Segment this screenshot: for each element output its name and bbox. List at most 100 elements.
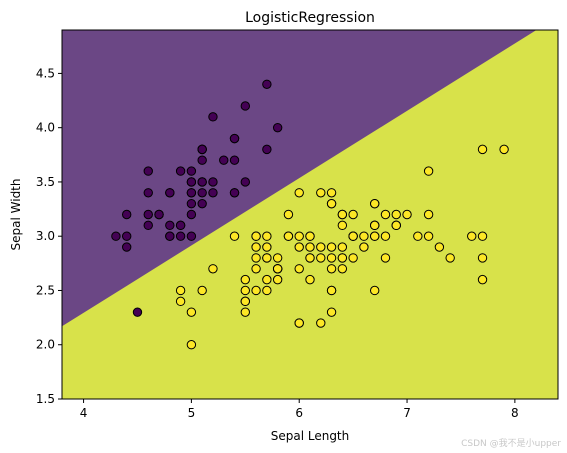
data-point-class-0 xyxy=(143,209,153,220)
data-point-class-1 xyxy=(316,318,326,328)
y-tick-label: 4.5 xyxy=(36,66,55,80)
data-point-class-0 xyxy=(121,231,132,241)
data-point-class-1 xyxy=(294,318,304,328)
data-point-class-0 xyxy=(197,198,207,209)
data-point-class-1 xyxy=(391,209,401,220)
data-point-class-1 xyxy=(294,242,304,252)
data-point-class-1 xyxy=(272,253,283,263)
data-point-class-0 xyxy=(208,112,218,122)
data-point-class-1 xyxy=(359,231,369,241)
data-point-class-1 xyxy=(369,285,380,296)
data-point-class-0 xyxy=(197,188,207,198)
watermark-text: CSDN @我不是小upper xyxy=(461,439,561,449)
data-point-class-0 xyxy=(186,198,197,209)
data-point-class-0 xyxy=(186,177,197,187)
data-point-class-1 xyxy=(283,231,294,241)
data-point-class-1 xyxy=(359,242,369,252)
data-point-class-1 xyxy=(229,231,240,241)
data-point-class-0 xyxy=(143,188,153,198)
data-point-class-1 xyxy=(326,253,337,263)
data-point-class-1 xyxy=(240,307,251,317)
axes-frame xyxy=(61,29,559,400)
data-point-class-1 xyxy=(262,231,272,241)
data-point-class-1 xyxy=(305,242,315,252)
data-point-class-1 xyxy=(337,209,348,220)
data-point-class-0 xyxy=(197,144,207,155)
data-point-class-1 xyxy=(175,285,186,296)
data-point-class-0 xyxy=(186,209,197,220)
data-point-class-1 xyxy=(369,231,380,241)
scatter-points xyxy=(111,79,509,350)
data-point-class-0 xyxy=(165,231,175,241)
data-point-class-1 xyxy=(294,231,304,241)
data-point-class-0 xyxy=(121,242,132,252)
data-point-class-0 xyxy=(121,209,132,220)
x-tick-label: 6 xyxy=(295,406,303,420)
data-point-class-1 xyxy=(348,209,358,220)
data-point-class-1 xyxy=(305,274,315,285)
data-point-class-1 xyxy=(316,253,326,263)
data-point-class-1 xyxy=(477,253,488,263)
data-point-class-0 xyxy=(143,220,153,231)
data-point-class-0 xyxy=(143,166,153,176)
data-point-class-1 xyxy=(423,166,434,176)
data-point-class-0 xyxy=(240,177,251,187)
data-point-class-1 xyxy=(326,188,337,198)
x-tick-label: 5 xyxy=(188,406,196,420)
data-point-class-1 xyxy=(262,253,272,263)
data-point-class-0 xyxy=(186,231,197,241)
data-point-class-1 xyxy=(423,209,434,220)
data-point-class-1 xyxy=(337,253,348,263)
data-point-class-0 xyxy=(262,79,272,89)
data-point-class-1 xyxy=(251,231,261,241)
data-point-class-1 xyxy=(326,264,337,274)
data-point-class-1 xyxy=(186,340,197,350)
data-point-class-1 xyxy=(445,253,455,263)
y-tick-label: 3.0 xyxy=(36,229,55,243)
data-point-class-0 xyxy=(111,231,121,241)
data-point-class-1 xyxy=(294,264,304,274)
data-point-class-1 xyxy=(305,231,315,241)
data-point-class-0 xyxy=(175,166,186,176)
data-point-class-0 xyxy=(272,122,283,133)
data-point-class-0 xyxy=(186,166,197,176)
data-point-class-0 xyxy=(262,144,272,155)
data-point-class-1 xyxy=(326,307,337,317)
data-point-class-0 xyxy=(197,177,207,187)
data-point-class-1 xyxy=(348,253,358,263)
chart-title: LogisticRegression xyxy=(245,10,375,26)
data-point-class-1 xyxy=(251,242,261,252)
data-point-class-1 xyxy=(477,144,488,155)
x-axis-label: Sepal Length xyxy=(271,429,350,443)
decision-regions xyxy=(62,30,558,399)
data-point-class-1 xyxy=(369,220,380,231)
data-point-class-1 xyxy=(262,242,272,252)
data-point-class-1 xyxy=(283,209,294,220)
x-tick-label: 7 xyxy=(403,406,411,420)
data-point-class-1 xyxy=(423,231,434,241)
data-point-class-1 xyxy=(326,285,337,296)
data-point-class-1 xyxy=(477,274,488,285)
x-axis-ticks: 4 5 6 7 8 xyxy=(80,399,519,420)
data-point-class-1 xyxy=(240,296,251,307)
data-point-class-1 xyxy=(197,285,207,296)
y-tick-label: 2.5 xyxy=(36,283,55,297)
data-point-class-1 xyxy=(380,253,391,263)
y-tick-label: 1.5 xyxy=(36,392,55,406)
data-point-class-1 xyxy=(240,274,251,285)
data-point-class-0 xyxy=(197,155,207,165)
data-point-class-1 xyxy=(305,253,315,263)
data-point-class-0 xyxy=(132,307,143,317)
data-point-class-1 xyxy=(208,264,218,274)
data-point-class-1 xyxy=(391,220,401,231)
data-point-class-1 xyxy=(316,242,326,252)
y-tick-label: 3.5 xyxy=(36,175,55,189)
data-point-class-0 xyxy=(229,155,240,165)
x-tick-label: 8 xyxy=(511,406,519,420)
data-point-class-1 xyxy=(499,144,509,155)
data-point-class-1 xyxy=(251,285,261,296)
data-point-class-0 xyxy=(175,231,186,241)
y-tick-label: 4.0 xyxy=(36,121,55,135)
data-point-class-1 xyxy=(175,296,186,307)
y-tick-label: 2.0 xyxy=(36,338,55,352)
